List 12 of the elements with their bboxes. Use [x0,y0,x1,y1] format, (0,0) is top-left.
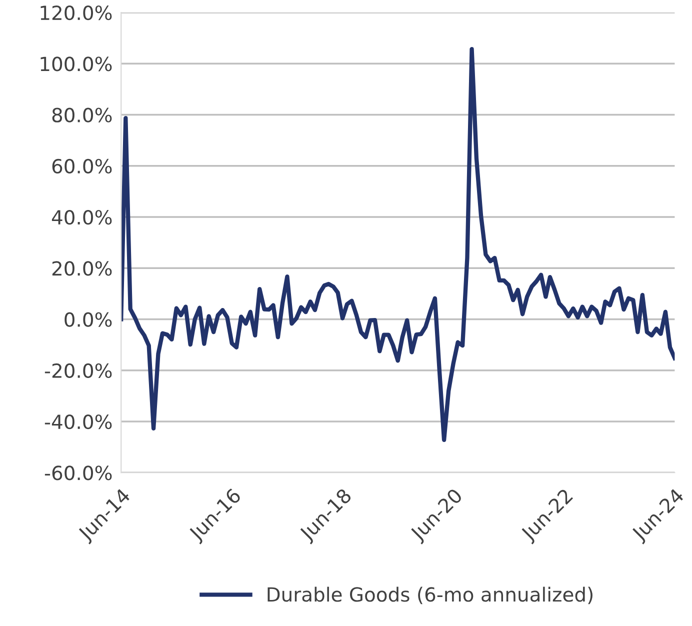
y-tick-label: -20.0% [44,363,112,378]
y-tick-label: 40.0% [52,210,112,225]
line-series [121,46,675,442]
legend-label: Durable Goods (6-mo annualized) [268,586,592,604]
y-tick-label: 60.0% [52,158,112,174]
y-tick-label: 100.0% [40,56,112,72]
y-tick-label: -60.0% [44,466,112,480]
y-tick-label: 120.0% [40,5,112,20]
y-tick-label: 0.0% [64,312,112,327]
y-tick-label: 80.0% [52,108,112,122]
y-tick-label: 20.0% [52,261,112,276]
y-tick-label: -40.0% [44,414,112,430]
